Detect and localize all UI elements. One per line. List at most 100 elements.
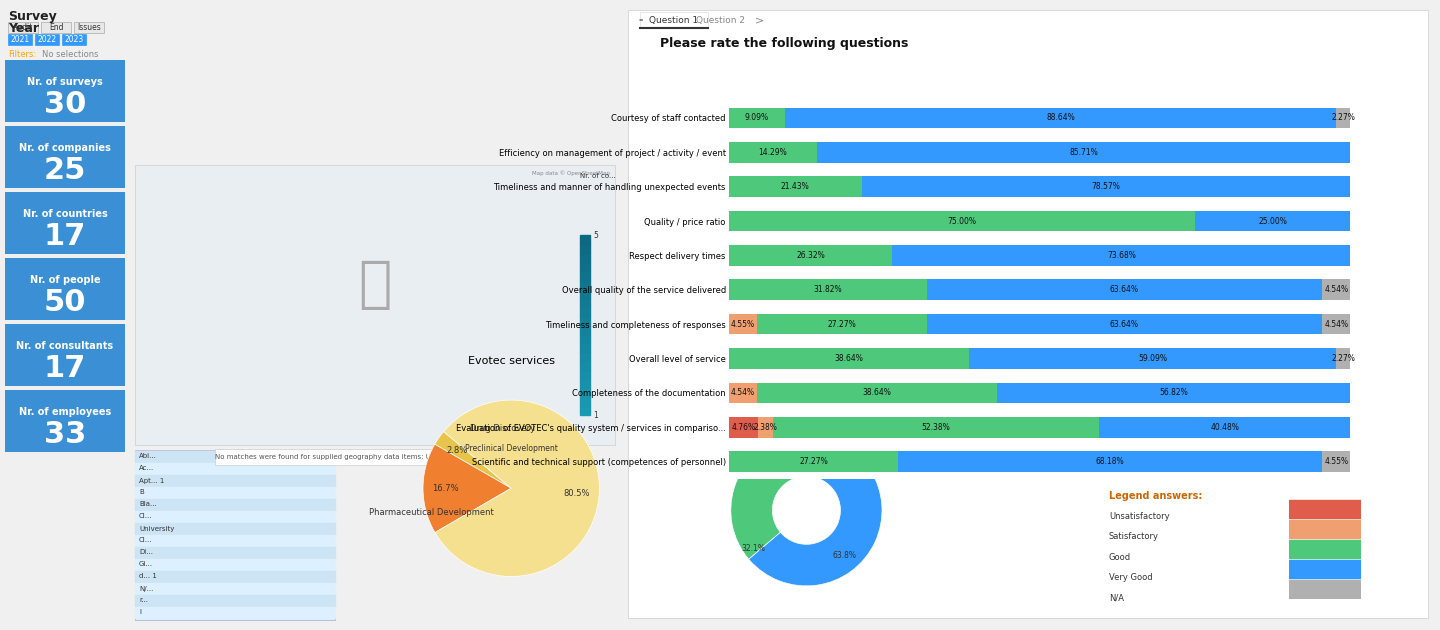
Title: % Overall Response: % Overall Response — [757, 405, 855, 415]
Text: 78.57%: 78.57% — [1092, 182, 1120, 192]
Bar — [1289, 560, 1361, 578]
Bar — [729, 314, 757, 335]
Text: 4.54%: 4.54% — [730, 388, 755, 398]
Text: Nr. of co...: Nr. of co... — [580, 173, 616, 179]
Text: Unsatisfactory: Unsatisfactory — [1109, 512, 1169, 521]
Text: Map data © OpenStreetMap: Map data © OpenStreetMap — [533, 170, 611, 176]
Bar — [773, 417, 1099, 438]
Text: University: University — [140, 525, 174, 532]
Text: Drug Discovery: Drug Discovery — [469, 424, 534, 433]
Text: 16.7%: 16.7% — [432, 484, 458, 493]
Text: 52.38%: 52.38% — [922, 423, 950, 432]
Bar — [580, 270, 590, 280]
Text: B: B — [140, 490, 144, 496]
Bar — [580, 406, 590, 415]
Title: Evotec services: Evotec services — [468, 356, 554, 366]
Bar — [580, 316, 590, 325]
Bar — [1289, 520, 1361, 538]
Text: 4.76%: 4.76% — [732, 423, 756, 432]
Wedge shape — [732, 437, 798, 559]
Text: 26.32%: 26.32% — [796, 251, 825, 260]
Bar — [135, 463, 336, 474]
Bar — [926, 314, 1322, 335]
Bar — [580, 324, 590, 334]
Text: 40.48%: 40.48% — [1210, 423, 1238, 432]
Bar — [4, 60, 125, 122]
Bar — [580, 307, 590, 316]
Bar — [1322, 314, 1351, 335]
Text: 59.09%: 59.09% — [1138, 354, 1168, 363]
Text: 63.64%: 63.64% — [1110, 319, 1139, 329]
Text: Issues: Issues — [78, 23, 101, 32]
Bar — [35, 34, 59, 45]
Text: 63.8%: 63.8% — [832, 551, 857, 560]
Bar — [135, 511, 336, 522]
Bar — [215, 449, 435, 465]
Bar — [580, 234, 590, 244]
Text: 21.43%: 21.43% — [780, 182, 809, 192]
Bar — [759, 417, 773, 438]
Text: Apt... 1: Apt... 1 — [140, 478, 164, 483]
Text: 31.82%: 31.82% — [814, 285, 842, 294]
Text: 4.54%: 4.54% — [1325, 319, 1348, 329]
Bar — [729, 176, 863, 197]
Text: 2.27%: 2.27% — [1332, 354, 1355, 363]
Bar — [757, 314, 926, 335]
Bar — [580, 289, 590, 298]
Text: Preclinical Development: Preclinical Development — [465, 444, 557, 453]
Text: Survey: Survey — [9, 10, 56, 23]
Text: Question 2: Question 2 — [696, 16, 744, 25]
Wedge shape — [749, 435, 881, 586]
Bar — [1289, 540, 1361, 558]
Bar — [135, 559, 336, 570]
Bar — [4, 126, 125, 188]
Text: Di...: Di... — [140, 549, 153, 556]
Text: Pharmaceutical Development: Pharmaceutical Development — [370, 508, 494, 517]
Bar — [729, 211, 1195, 231]
Bar — [580, 396, 590, 406]
Bar — [729, 280, 926, 300]
Text: 2.5%: 2.5% — [755, 461, 775, 469]
Text: Nr. of surveys: Nr. of surveys — [27, 77, 102, 87]
Text: Nr. of employees: Nr. of employees — [19, 407, 111, 416]
Text: Legend answers:: Legend answers: — [1109, 491, 1202, 501]
Bar — [580, 244, 590, 253]
Text: Nr. of companies: Nr. of companies — [19, 143, 111, 152]
Text: N/A: N/A — [1109, 593, 1123, 602]
Text: Good: Good — [1109, 553, 1130, 561]
Bar — [135, 535, 336, 546]
Text: 50: 50 — [43, 288, 86, 317]
Wedge shape — [435, 400, 599, 576]
Text: 68.18%: 68.18% — [1096, 457, 1125, 466]
Text: End: End — [49, 23, 63, 32]
Bar — [135, 165, 615, 445]
Text: 9.09%: 9.09% — [744, 113, 769, 122]
Text: >: > — [756, 15, 765, 25]
Bar — [729, 451, 899, 472]
Text: 2.27%: 2.27% — [1332, 113, 1355, 122]
Text: No selections: No selections — [42, 50, 98, 59]
Bar — [729, 142, 818, 163]
Bar — [1336, 108, 1351, 129]
Bar — [580, 253, 590, 262]
Bar — [135, 487, 336, 498]
Bar — [580, 360, 590, 370]
Bar — [135, 607, 336, 618]
Text: 38.64%: 38.64% — [863, 388, 891, 398]
Bar — [1322, 280, 1351, 300]
Wedge shape — [423, 444, 511, 532]
Text: 4.55%: 4.55% — [1325, 457, 1348, 466]
Bar — [729, 382, 757, 403]
Bar — [1195, 211, 1351, 231]
Bar — [73, 22, 104, 33]
Bar — [580, 370, 590, 379]
Bar — [729, 417, 759, 438]
Text: Ci...: Ci... — [140, 537, 153, 544]
Text: Abi...: Abi... — [140, 454, 157, 459]
Text: Bla...: Bla... — [140, 501, 157, 508]
Text: 25: 25 — [43, 156, 86, 185]
Bar — [580, 280, 590, 289]
Bar — [135, 499, 336, 510]
Bar — [9, 22, 37, 33]
Text: 14.29%: 14.29% — [759, 148, 788, 157]
